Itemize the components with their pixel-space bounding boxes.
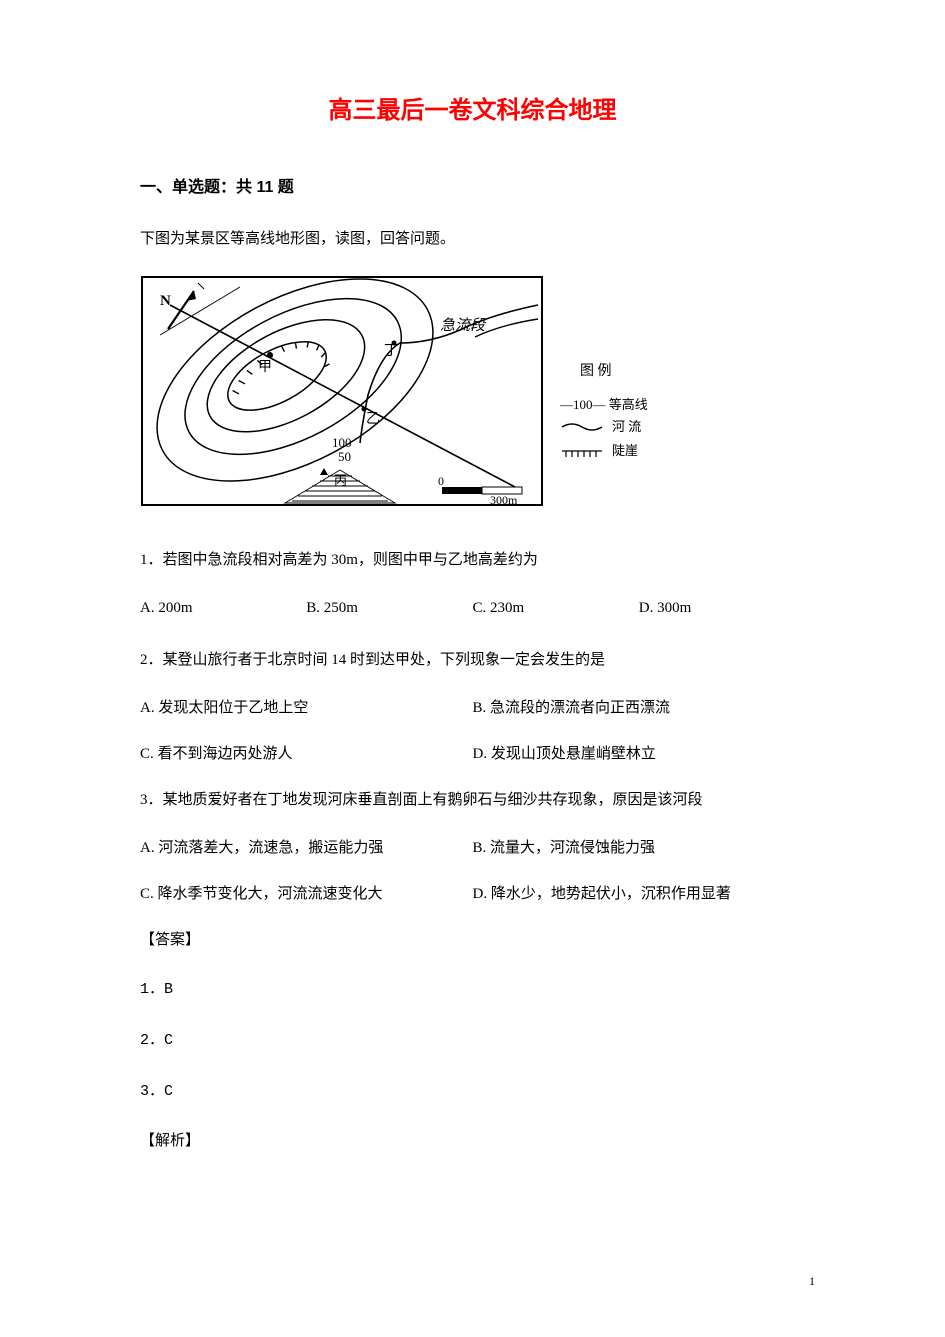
- q2-option-a: A. 发现太阳位于乙地上空: [140, 690, 473, 726]
- answer-3: 3．C: [140, 1072, 805, 1111]
- section-heading: 一、单选题：共 11 题: [140, 173, 805, 197]
- q2-option-d: D. 发现山顶处悬崖峭壁林立: [473, 736, 806, 772]
- svg-text:急流段: 急流段: [440, 317, 487, 334]
- svg-text:—100— 等高线: —100— 等高线: [559, 397, 648, 412]
- svg-text:陡崖: 陡崖: [612, 443, 638, 458]
- q3-option-c: C. 降水季节变化大，河流流速变化大: [140, 876, 473, 912]
- analysis-heading: 【解析】: [140, 1123, 805, 1159]
- page-title: 高三最后一卷文科综合地理: [140, 90, 805, 125]
- q1-option-a: A. 200m: [140, 590, 306, 626]
- svg-text:甲: 甲: [258, 360, 272, 375]
- q2-option-b: B. 急流段的漂流者向正西漂流: [473, 690, 806, 726]
- contour-map-figure: N: [140, 275, 805, 516]
- question-2-options-row2: C. 看不到海边丙处游人 D. 发现山顶处悬崖峭壁林立: [140, 736, 805, 772]
- q1-option-c: C. 230m: [473, 590, 639, 626]
- answer-2: 2．C: [140, 1021, 805, 1060]
- question-1-text: 1．若图中急流段相对高差为 30m，则图中甲与乙地高差约为: [140, 542, 805, 578]
- q1-option-d: D. 300m: [639, 590, 805, 626]
- svg-text:100: 100: [332, 435, 352, 450]
- svg-text:50: 50: [338, 449, 351, 464]
- question-3-options-row2: C. 降水季节变化大，河流流速变化大 D. 降水少，地势起伏小，沉积作用显著: [140, 876, 805, 912]
- svg-text:300m: 300m: [490, 493, 518, 507]
- q3-option-a: A. 河流落差大，流速急，搬运能力强: [140, 830, 473, 866]
- svg-text:乙: 乙: [366, 411, 380, 427]
- question-3-text: 3．某地质爱好者在丁地发现河床垂直剖面上有鹅卵石与细沙共存现象，原因是该河段: [140, 782, 805, 818]
- answer-1: 1．B: [140, 970, 805, 1009]
- question-2-options-row1: A. 发现太阳位于乙地上空 B. 急流段的漂流者向正西漂流: [140, 690, 805, 726]
- answers-heading: 【答案】: [140, 922, 805, 958]
- page-number: 1: [809, 1274, 815, 1289]
- question-2-text: 2．某登山旅行者于北京时间 14 时到达甲处，下列现象一定会发生的是: [140, 642, 805, 678]
- svg-text:0: 0: [438, 474, 444, 488]
- q1-option-b: B. 250m: [306, 590, 472, 626]
- svg-text:图 例: 图 例: [580, 363, 612, 379]
- q2-option-c: C. 看不到海边丙处游人: [140, 736, 473, 772]
- question-1-options: A. 200m B. 250m C. 230m D. 300m: [140, 590, 805, 626]
- q3-option-b: B. 流量大，河流侵蚀能力强: [473, 830, 806, 866]
- svg-text:丙: 丙: [334, 473, 347, 488]
- question-3-options-row1: A. 河流落差大，流速急，搬运能力强 B. 流量大，河流侵蚀能力强: [140, 830, 805, 866]
- q3-option-d: D. 降水少，地势起伏小，沉积作用显著: [473, 876, 806, 912]
- svg-text:N: N: [160, 293, 171, 309]
- intro-text: 下图为某景区等高线地形图，读图，回答问题。: [140, 221, 805, 257]
- svg-text:河 流: 河 流: [612, 419, 641, 434]
